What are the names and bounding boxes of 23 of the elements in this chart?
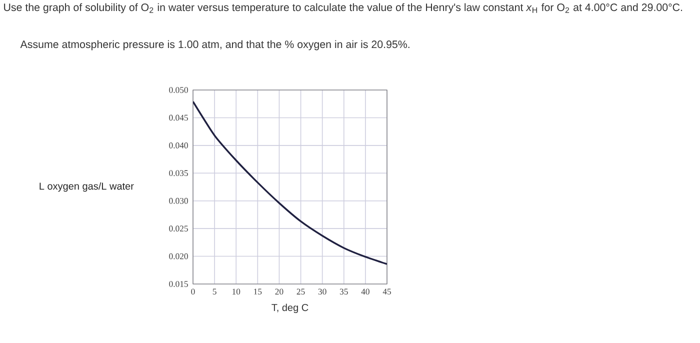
y-tick-label: 0.020: [169, 253, 188, 260]
y-tick-label: 0.040: [169, 142, 188, 148]
x-tick-label: 20: [275, 288, 284, 295]
x-tick-label: 0: [191, 288, 195, 295]
x-tick-label: 10: [232, 288, 240, 295]
x-tick-label: 15: [254, 288, 262, 295]
y-tick-label: 0.035: [169, 170, 188, 176]
x-tick-label: 35: [340, 288, 348, 295]
y-tick-label: 0.015: [169, 281, 188, 287]
y-tick-label: 0.050: [169, 87, 188, 93]
y-tick-label: 0.025: [169, 226, 188, 232]
y-axis-title: L oxygen gas/L water: [40, 182, 134, 192]
x-tick-label: 45: [382, 288, 391, 294]
line-series: [193, 100, 387, 265]
x-tick-label: 30: [318, 288, 326, 295]
chart-title: Use the graph of solubility of O$_{2}$ in water versus temperature to calculate the value of the Henry's law constant x$_{H}$ for O$_{2}$ at 4.00°C and 29.00°C.: [4, 3, 682, 14]
y-tick-label: 0.030: [169, 198, 188, 204]
x-tick-label: 5: [212, 288, 216, 294]
x-tick-label: 25: [296, 288, 305, 295]
x-axis-title: T, deg C: [272, 304, 308, 314]
x-tick-label: 40: [361, 288, 370, 295]
chart-subtitle: Assume atmospheric pressure is 1.00 atm, and that the % oxygen in air is 20.95%.: [20, 40, 410, 50]
y-tick-label: 0.045: [169, 114, 188, 121]
